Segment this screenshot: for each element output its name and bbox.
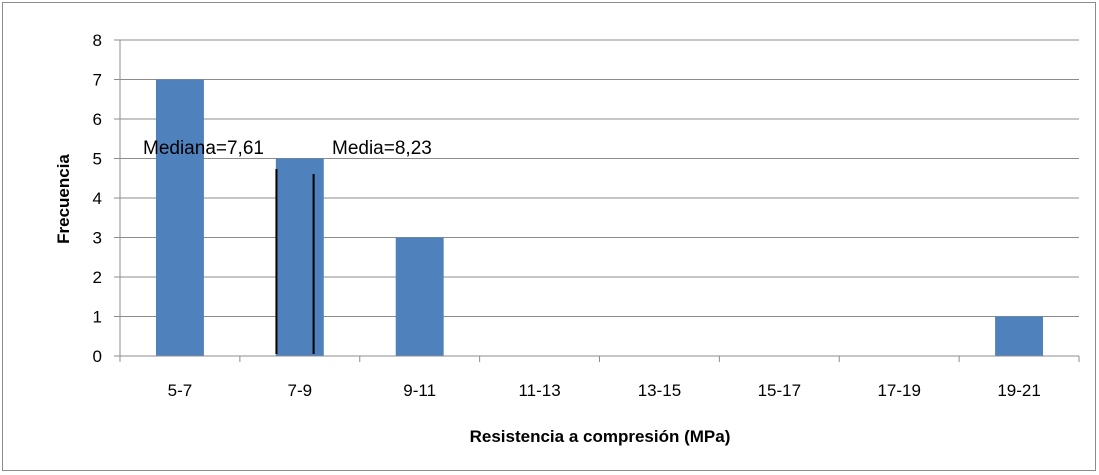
x-tick-label: 7-9 bbox=[288, 381, 313, 400]
x-axis-label: Resistencia a compresión (MPa) bbox=[470, 427, 731, 446]
bar bbox=[995, 316, 1044, 356]
y-tick-label: 7 bbox=[93, 71, 102, 90]
gridlines bbox=[120, 39, 1079, 317]
axes bbox=[114, 39, 1080, 362]
x-tick-label: 5-7 bbox=[168, 381, 193, 400]
x-tick-label: 13-15 bbox=[638, 381, 681, 400]
y-tick-label: 2 bbox=[93, 268, 102, 287]
annotation-label: Media=8,23 bbox=[332, 138, 432, 159]
x-tick-labels: 5-7 7-9 9-11 11-13 13-15 15-17 17-19 19-21 bbox=[168, 381, 1041, 400]
annotations: Mediana=7,61 Media=8,23 bbox=[143, 138, 432, 354]
histogram-chart: 0 1 2 3 4 5 6 7 8 5-7 7-9 9-11 11-13 13-15 15-17 17-19… bbox=[54, 31, 1080, 446]
bar bbox=[155, 79, 204, 356]
x-tick-label: 17-19 bbox=[877, 381, 920, 400]
bars bbox=[155, 79, 1044, 356]
x-tick-label: 9-11 bbox=[403, 381, 436, 400]
bar bbox=[275, 158, 324, 356]
y-tick-label: 5 bbox=[93, 150, 102, 169]
x-tick-label: 15-17 bbox=[758, 381, 801, 400]
bar bbox=[395, 237, 444, 356]
y-tick-label: 3 bbox=[93, 229, 102, 248]
y-tick-labels: 0 1 2 3 4 5 6 7 8 bbox=[93, 31, 102, 366]
y-tick-label: 8 bbox=[93, 31, 102, 50]
y-tick-label: 1 bbox=[93, 308, 102, 327]
y-tick-label: 4 bbox=[93, 189, 102, 208]
y-axis-label: Frecuencia bbox=[54, 154, 73, 244]
y-tick-label: 0 bbox=[93, 347, 102, 366]
x-tick-label: 11-13 bbox=[518, 381, 560, 400]
y-tick-label: 6 bbox=[93, 110, 102, 129]
annotation-label: Mediana=7,61 bbox=[143, 138, 264, 159]
x-tick-label: 19-21 bbox=[997, 381, 1040, 400]
